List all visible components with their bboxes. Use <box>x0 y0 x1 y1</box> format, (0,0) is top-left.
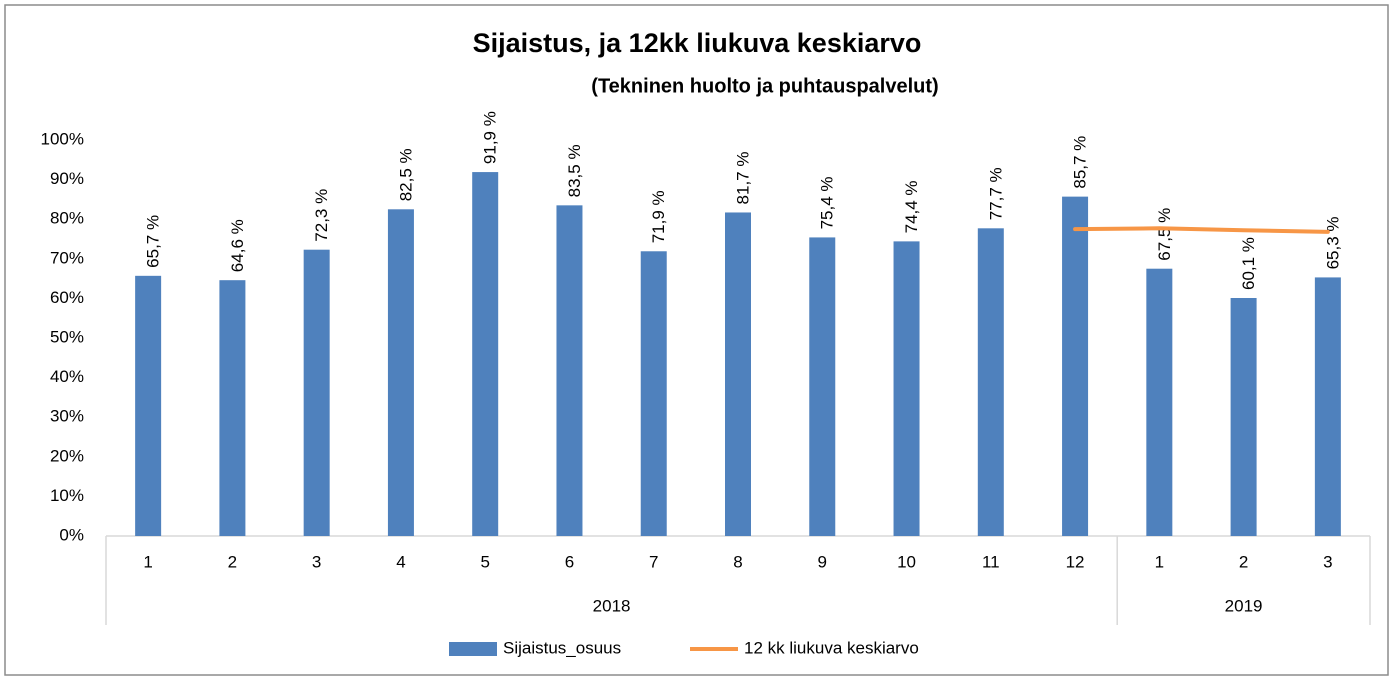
bar <box>809 237 836 536</box>
data-label: 72,3 % <box>312 189 331 242</box>
y-tick-label: 30% <box>50 407 84 426</box>
x-tick-label: 2 <box>1239 552 1248 571</box>
bar <box>1062 196 1089 537</box>
x-tick-label: 9 <box>818 552 827 571</box>
data-label: 67,5 % <box>1155 208 1174 261</box>
x-tick-label: 7 <box>649 552 658 571</box>
group-label: 2018 <box>593 596 631 615</box>
x-tick-label: 5 <box>480 552 489 571</box>
data-label: 75,4 % <box>818 176 837 229</box>
chart-subtitle: (Tekninen huolto ja puhtauspalvelut) <box>591 75 938 97</box>
bar <box>893 241 920 536</box>
data-label: 83,5 % <box>565 144 584 197</box>
bar <box>1314 277 1341 536</box>
data-label: 82,5 % <box>396 148 415 201</box>
x-tick-label: 8 <box>733 552 742 571</box>
legend-label: Sijaistus_osuus <box>503 638 621 657</box>
data-label: 65,7 % <box>144 215 163 268</box>
x-tick-label: 2 <box>228 552 237 571</box>
data-label: 74,4 % <box>902 180 921 233</box>
bar <box>725 212 751 536</box>
data-label: 71,9 % <box>649 190 668 243</box>
group-label: 2019 <box>1225 596 1263 615</box>
y-tick-label: 20% <box>50 446 84 465</box>
bar <box>135 275 162 536</box>
legend-label: 12 kk liukuva keskiarvo <box>744 638 919 657</box>
bar <box>640 251 667 536</box>
chart-border <box>4 4 1389 676</box>
bar <box>977 228 1004 537</box>
x-tick-label: 12 <box>1066 552 1085 571</box>
chart-title: Sijaistus, ja 12kk liukuva keskiarvo <box>473 28 922 58</box>
y-tick-label: 0% <box>59 525 84 544</box>
bar <box>303 249 330 536</box>
bar <box>472 172 499 537</box>
bar <box>1230 298 1257 536</box>
y-tick-label: 80% <box>50 209 84 228</box>
x-tick-label: 11 <box>982 552 1000 571</box>
y-tick-label: 90% <box>50 169 84 188</box>
y-tick-label: 50% <box>50 327 84 346</box>
x-tick-label: 3 <box>312 552 321 571</box>
x-tick-label: 4 <box>396 552 405 571</box>
x-tick-label: 1 <box>1155 552 1164 571</box>
data-label: 81,7 % <box>733 152 752 205</box>
data-label: 91,9 % <box>481 111 500 164</box>
y-tick-label: 70% <box>50 248 84 267</box>
data-label: 64,6 % <box>228 219 247 272</box>
y-tick-label: 60% <box>50 288 84 307</box>
x-tick-label: 3 <box>1323 552 1332 571</box>
x-tick-label: 10 <box>897 552 916 571</box>
y-tick-label: 10% <box>50 486 84 505</box>
y-tick-label: 40% <box>50 367 84 386</box>
data-label: 65,3 % <box>1323 216 1342 269</box>
bar <box>387 209 414 537</box>
data-label: 77,7 % <box>986 167 1005 220</box>
line <box>1073 226 1330 234</box>
y-tick-label: 100% <box>41 129 84 148</box>
legend-swatch <box>449 642 497 656</box>
x-tick-label: 1 <box>143 552 152 571</box>
x-tick-label: 6 <box>565 552 574 571</box>
data-label: 85,7 % <box>1071 136 1090 189</box>
bar <box>1146 268 1173 536</box>
bar <box>219 280 246 536</box>
data-label: 60,1 % <box>1239 237 1258 290</box>
bar <box>556 205 583 536</box>
